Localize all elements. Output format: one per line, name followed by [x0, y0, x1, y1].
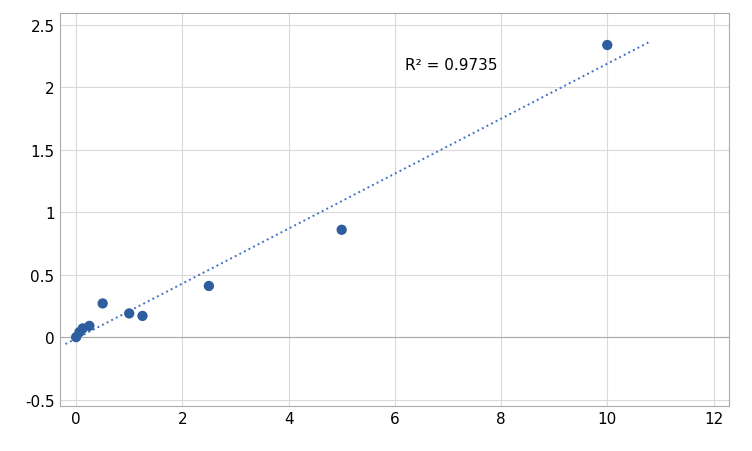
Point [203, 283, 215, 290]
Point [74, 329, 86, 336]
Text: R² = 0.9735: R² = 0.9735 [405, 58, 498, 74]
Point [97, 300, 109, 308]
Point [83, 322, 96, 330]
Point [335, 227, 347, 234]
Point [123, 310, 135, 318]
Point [136, 313, 148, 320]
Point [602, 42, 614, 50]
Point [70, 334, 82, 341]
Point [77, 325, 89, 332]
